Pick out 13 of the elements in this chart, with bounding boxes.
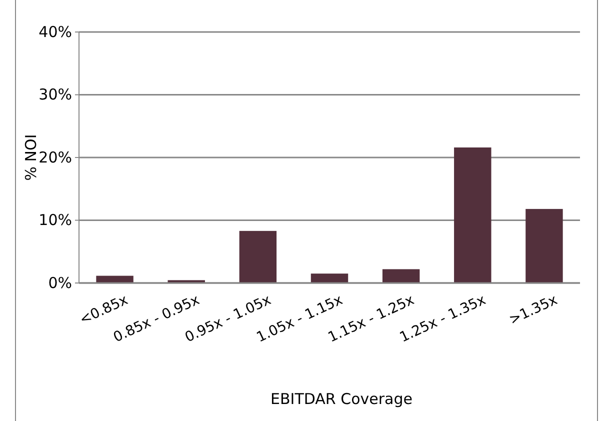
bar	[96, 276, 134, 283]
y-tick-label: 30%	[38, 86, 72, 104]
bar	[526, 208, 563, 283]
bar	[239, 230, 277, 283]
y-tick-label: 10%	[38, 211, 72, 230]
y-tick-label: 20%	[38, 148, 72, 166]
y-tick-label: 40%	[38, 22, 72, 41]
y-axis-title: % NOI	[22, 134, 40, 181]
bar	[382, 269, 420, 283]
bar	[310, 274, 348, 283]
x-axis-title: EBITDAR Coverage	[270, 390, 412, 408]
bar	[454, 147, 492, 283]
y-tick-label: 0%	[48, 274, 72, 292]
